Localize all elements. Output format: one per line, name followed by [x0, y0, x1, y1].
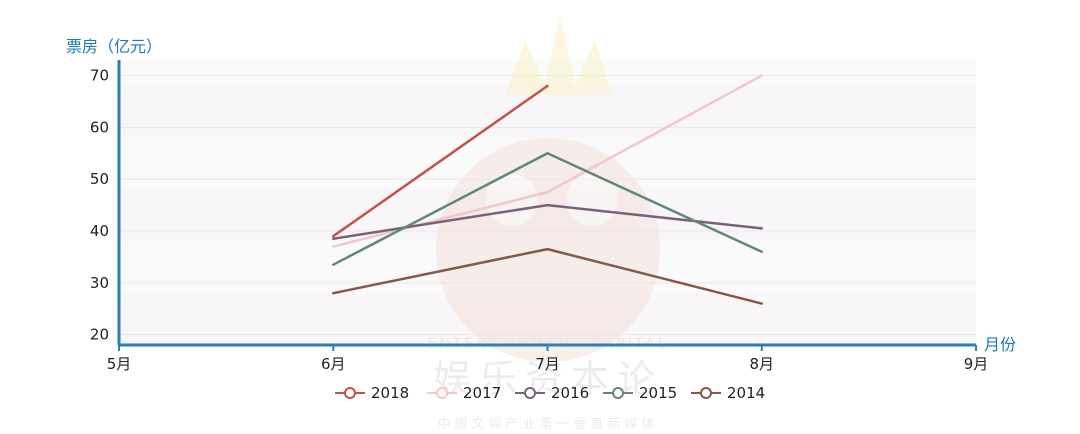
legend-marker-icon [436, 387, 448, 399]
y-tick-label: 40 [90, 222, 109, 240]
y-axis-title: 票房（亿元） [66, 37, 162, 56]
legend-item-2017[interactable]: 2017 [427, 384, 501, 402]
legend-label: 2016 [551, 384, 589, 402]
x-tick-label: 7月 [535, 355, 560, 373]
x-tick-label: 8月 [749, 355, 774, 373]
legend-label: 2015 [639, 384, 677, 402]
y-tick-label: 60 [90, 118, 109, 136]
y-tick-label: 20 [90, 326, 109, 344]
legend-marker-icon [344, 387, 356, 399]
x-tick-label: 5月 [107, 355, 132, 373]
y-tick-label: 50 [90, 170, 109, 188]
series-line-2014 [332, 247, 763, 305]
legend-marker-icon [612, 387, 624, 399]
watermark-crown-icon [505, 15, 612, 95]
legend-item-2018[interactable]: 2018 [335, 384, 409, 402]
y-tick-label: 30 [90, 274, 109, 292]
x-tick-label: 6月 [321, 355, 346, 373]
x-axis-title: 月份 [984, 335, 1016, 354]
legend-item-2014[interactable]: 2014 [691, 384, 765, 402]
y-tick-label: 70 [90, 67, 109, 85]
series-line-2015 [332, 152, 763, 266]
legend-marker-icon [524, 387, 536, 399]
watermark-mascot-eye-icon [566, 174, 618, 226]
watermark-tagline: 中国文娱产业第一垂直新媒体 [437, 416, 658, 432]
x-axis-ticks: 5月 6月 7月 8月 9月 [107, 345, 989, 373]
legend-item-2015[interactable]: 2015 [603, 384, 677, 402]
legend-marker-icon [700, 387, 712, 399]
legend-label: 2014 [727, 384, 765, 402]
legend-label: 2018 [371, 384, 409, 402]
x-tick-label: 9月 [964, 355, 989, 373]
legend: 2018 2017 2016 2015 2014 [335, 384, 765, 402]
legend-label: 2017 [463, 384, 501, 402]
legend-item-2016[interactable]: 2016 [515, 384, 589, 402]
series-line-2018 [332, 84, 549, 238]
y-axis-ticks: 20 30 40 50 60 70 [90, 67, 109, 344]
series-layer [332, 74, 763, 305]
